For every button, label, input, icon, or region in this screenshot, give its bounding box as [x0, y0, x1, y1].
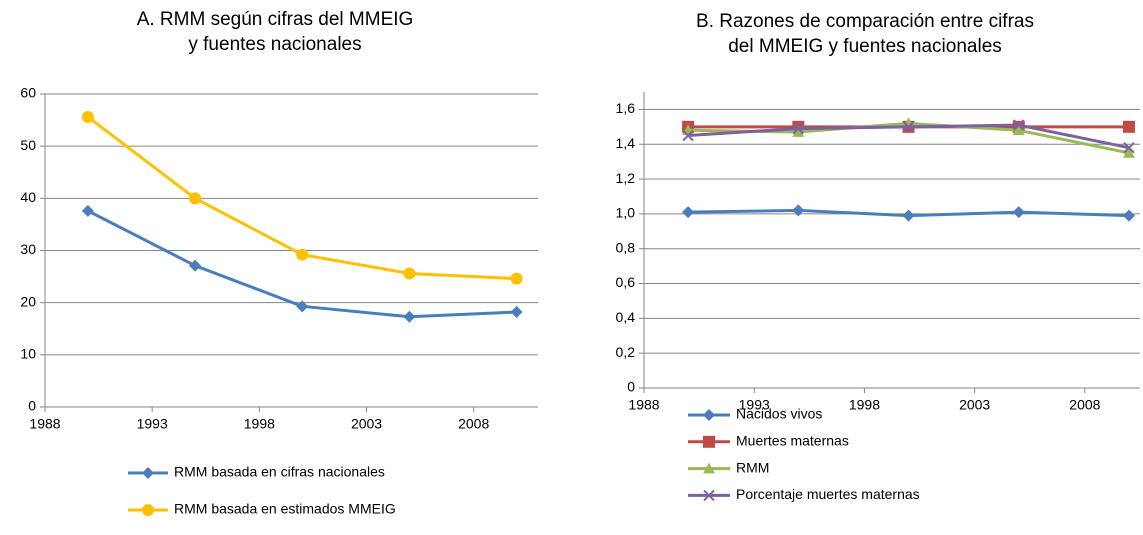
marker — [1122, 146, 1135, 158]
marker — [189, 192, 202, 205]
marker — [703, 409, 715, 421]
marker — [792, 204, 805, 217]
marker — [142, 467, 154, 479]
y-tick-label: 0,2 — [616, 344, 636, 360]
y-tick-label: 20 — [20, 293, 36, 309]
x-tick-label: 1993 — [739, 397, 770, 413]
legend-label: RMM basada en estimados MMEIG — [174, 501, 396, 517]
marker — [902, 209, 915, 222]
y-tick-label: 1,4 — [616, 135, 636, 151]
marker — [703, 462, 715, 474]
legend-label: Porcentaje muertes maternas — [736, 486, 920, 502]
marker — [510, 306, 523, 319]
x-tick-label: 1993 — [137, 416, 168, 432]
x-tick-label: 1998 — [244, 416, 275, 432]
y-tick-label: 30 — [20, 241, 36, 257]
y-tick-label: 60 — [20, 85, 36, 101]
marker — [81, 204, 94, 217]
x-tick-label: 2003 — [959, 397, 990, 413]
y-tick-label: 1,2 — [616, 170, 636, 186]
chart-title: A. RMM según cifras del MMEIG — [137, 9, 414, 30]
marker — [1012, 206, 1025, 219]
marker — [1122, 209, 1135, 222]
marker — [703, 435, 715, 448]
legend-label: RMM basada en cifras nacionales — [174, 464, 385, 480]
marker — [792, 122, 805, 135]
marker — [703, 489, 715, 502]
y-tick-label: 10 — [20, 346, 36, 362]
x-tick-label: 1988 — [29, 416, 60, 432]
x-tick-label: 2003 — [351, 416, 382, 432]
y-tick-label: 0,4 — [616, 309, 636, 325]
y-tick-label: 50 — [20, 137, 36, 153]
x-tick-label: 2008 — [458, 416, 489, 432]
marker — [902, 121, 915, 133]
x-tick-label: 2008 — [1069, 397, 1100, 413]
chart-title: del MMEIG y fuentes nacionales — [728, 36, 1002, 57]
marker — [81, 110, 94, 123]
chart-title: B. Razones de comparación entre cifras — [696, 11, 1034, 32]
marker — [1013, 119, 1025, 131]
marker — [792, 126, 805, 137]
marker — [403, 310, 416, 323]
x-tick-label: 1988 — [628, 397, 659, 413]
marker — [296, 248, 309, 261]
y-tick-label: 1,6 — [616, 100, 636, 116]
legend-label: Muertes maternas — [736, 433, 849, 449]
marker — [296, 300, 309, 313]
marker — [142, 504, 154, 516]
marker — [189, 259, 202, 272]
marker — [1123, 142, 1135, 154]
y-tick-label: 0,6 — [616, 274, 636, 290]
y-tick-label: 0 — [627, 379, 635, 395]
marker — [1012, 124, 1025, 136]
legend-label: Nacidos vivos — [736, 406, 822, 422]
marker — [403, 267, 416, 280]
y-tick-label: 40 — [20, 189, 36, 205]
marker — [1122, 120, 1135, 133]
x-tick-label: 1998 — [849, 397, 880, 413]
legend-label: RMM — [736, 459, 769, 475]
y-tick-label: 0,8 — [616, 239, 636, 255]
marker — [682, 129, 694, 142]
y-tick-label: 0 — [28, 398, 36, 414]
marker — [510, 272, 523, 285]
chart-title: y fuentes nacionales — [188, 34, 361, 55]
marker — [682, 206, 695, 219]
y-tick-label: 1,0 — [616, 205, 636, 221]
